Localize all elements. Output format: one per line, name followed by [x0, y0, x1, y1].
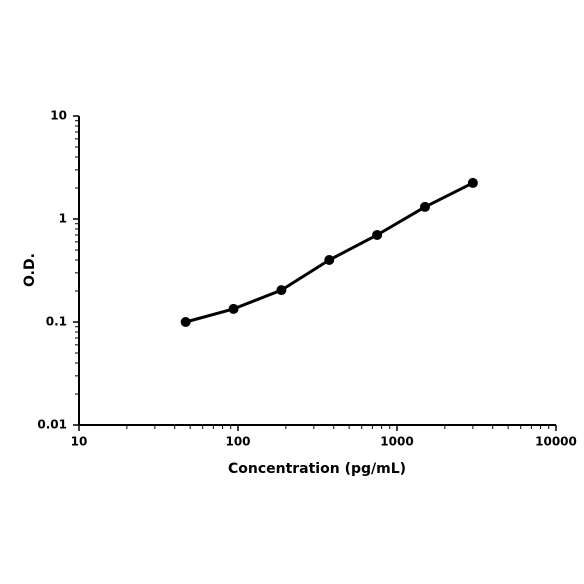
data-point: [276, 285, 287, 296]
y-tick-label: 0.01: [37, 418, 67, 432]
y-tick-label: 10: [50, 109, 67, 123]
y-tick-label: 1: [59, 212, 67, 226]
x-tick-label: 100: [225, 435, 250, 449]
data-point: [467, 177, 478, 188]
data-point: [180, 317, 191, 327]
y-tick-label: 0.1: [46, 315, 67, 329]
x-tick-label: 1000: [380, 435, 413, 449]
x-tick-label: 10: [71, 435, 88, 449]
x-axis-title: Concentration (pg/mL): [228, 461, 406, 477]
data-point: [228, 303, 239, 314]
data-line: [185, 181, 474, 324]
data-point: [419, 201, 430, 212]
data-point: [324, 254, 335, 265]
y-axis-title: O.D.: [22, 253, 38, 287]
data-point: [372, 229, 383, 240]
x-tick-label: 10000: [535, 435, 577, 449]
